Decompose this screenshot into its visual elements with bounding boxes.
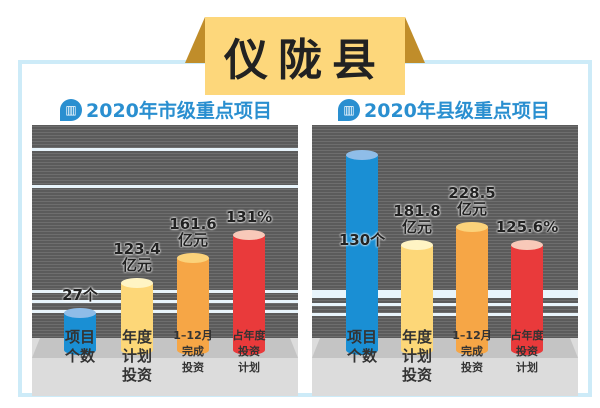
- chart-title-text: 2020年县级重点项目: [364, 100, 550, 122]
- chart-title-text: 2020年市级重点项目: [86, 100, 272, 122]
- page-title: 仪陇县: [205, 17, 405, 95]
- chart-icon: ▥: [60, 98, 82, 121]
- data-label: 181.8 亿元: [393, 202, 441, 236]
- category-label: 项目 个数: [64, 328, 95, 365]
- bar-1-2: [456, 222, 488, 355]
- data-label: 27个: [62, 286, 98, 304]
- data-label: 131%: [225, 208, 273, 226]
- data-label: 130个: [338, 231, 386, 249]
- bar-1-0: [346, 150, 378, 355]
- banner-wing: [185, 17, 205, 63]
- bar-0-1: [121, 278, 153, 355]
- bar-0-2: [177, 253, 209, 355]
- category-label: 1–12月 完成 投资: [173, 329, 213, 374]
- chart-icon: ▥: [338, 98, 360, 121]
- bar-0-0: [64, 308, 96, 355]
- data-label: 123.4 亿元: [113, 240, 161, 274]
- category-label: 占年度 投资 计划: [510, 329, 544, 374]
- category-label: 占年度 投资 计划: [232, 329, 266, 374]
- category-label: 项目 个数: [346, 328, 377, 365]
- banner-wing: [405, 17, 425, 63]
- bar-1-1: [401, 240, 433, 355]
- chart-title-county: ▥ 2020年县级重点项目: [338, 96, 550, 123]
- category-label: 年度 计划 投资: [401, 328, 432, 384]
- category-label: 年度 计划 投资: [121, 328, 152, 384]
- data-label: 125.6%: [495, 218, 559, 236]
- data-label: 161.6 亿元: [169, 215, 217, 249]
- chart-title-city: ▥ 2020年市级重点项目: [60, 96, 272, 123]
- category-label: 1–12月 完成 投资: [452, 329, 492, 374]
- bar-1-3: [511, 240, 543, 355]
- bar-0-3: [233, 230, 265, 355]
- data-label: 228.5 亿元: [448, 184, 496, 218]
